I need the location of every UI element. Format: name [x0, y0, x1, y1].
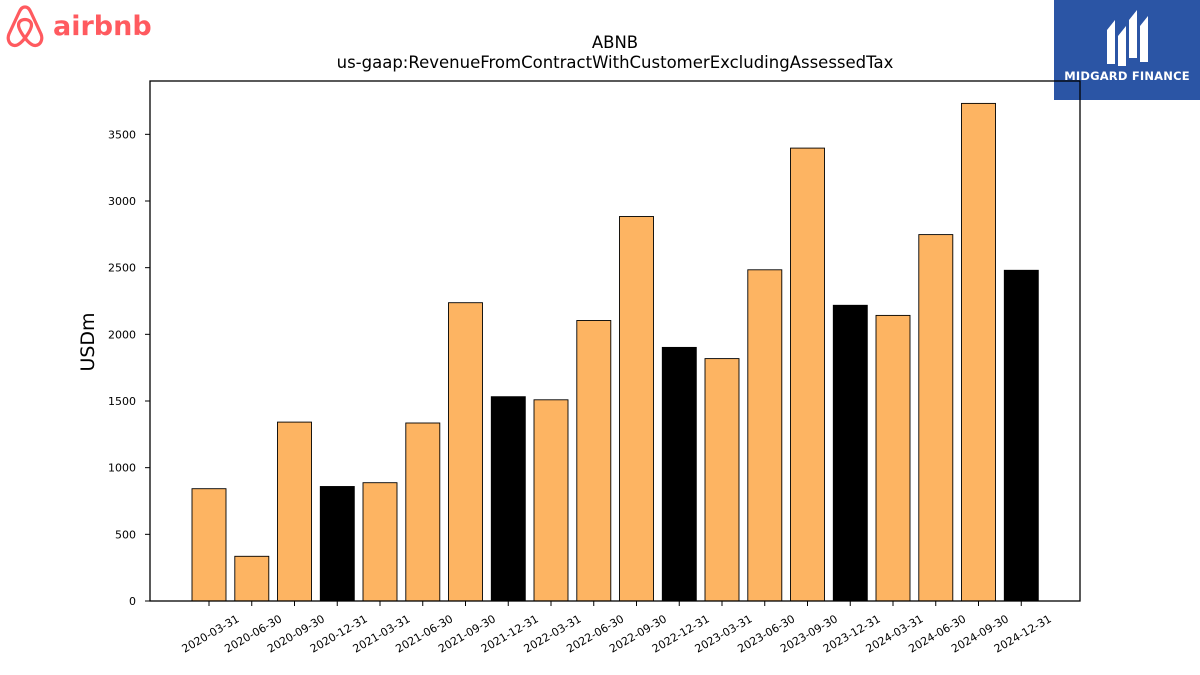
- airbnb-logo: [4, 4, 154, 50]
- y-tick-label: 1500: [108, 395, 136, 408]
- y-tick-label: 2500: [108, 262, 136, 275]
- bar-2022-03-31: [533, 399, 569, 602]
- bar-2020-09-30: [277, 421, 312, 602]
- chart-subtitle: us-gaap:RevenueFromContractWithCustomerE…: [337, 53, 894, 72]
- bar-2020-03-31: [191, 488, 227, 602]
- bar-2023-09-30: [790, 147, 825, 602]
- y-tick-label: 500: [115, 528, 136, 541]
- bar-2022-06-30: [576, 320, 612, 602]
- midgard-m-icon: [1107, 10, 1148, 66]
- y-axis-label: USDm: [77, 312, 99, 371]
- bar-2024-03-31: [875, 314, 911, 602]
- bar-2023-03-31: [704, 358, 740, 602]
- airbnb-wordmark-text: airbnb: [53, 11, 152, 42]
- chart-title: ABNB: [592, 33, 638, 52]
- bar-2023-06-30: [747, 269, 783, 602]
- airbnb-wordmark: airbnb: [53, 11, 152, 42]
- bar-2023-12-31: [832, 304, 868, 602]
- bar-2020-06-30: [234, 555, 270, 602]
- y-ticks-layer: 0 500 1000 1500 2000 2500 3000 3500: [108, 128, 150, 608]
- midgard-finance-logo: MIDGARD FINANCE: [1054, 0, 1200, 100]
- y-tick-label: 3500: [108, 128, 136, 141]
- bar-2022-09-30: [619, 216, 654, 602]
- y-tick-label: 1000: [108, 462, 136, 475]
- bar-2024-06-30: [918, 234, 954, 602]
- bar-2024-09-30: [961, 102, 996, 602]
- y-tick-label: 2000: [108, 328, 136, 341]
- bar-2024-12-31: [1003, 269, 1039, 602]
- bar-2021-12-31: [490, 396, 526, 602]
- plot-frame: [149, 80, 1081, 602]
- x-ticks-layer: 2020-03-312020-06-302020-09-302020-12-31…: [180, 601, 1054, 656]
- midgard-finance-wordmark: MIDGARD FINANCE: [1064, 69, 1190, 83]
- bar-2021-06-30: [405, 422, 441, 602]
- airbnb-belo-icon: [6, 5, 44, 48]
- bar-2021-03-31: [362, 482, 398, 602]
- bar-2021-09-30: [448, 302, 483, 602]
- bars-layer: [191, 102, 1039, 602]
- bar-2022-12-31: [661, 346, 697, 602]
- y-tick-label: 3000: [108, 195, 136, 208]
- bar-2020-12-31: [319, 486, 355, 602]
- y-tick-label: 0: [129, 595, 136, 608]
